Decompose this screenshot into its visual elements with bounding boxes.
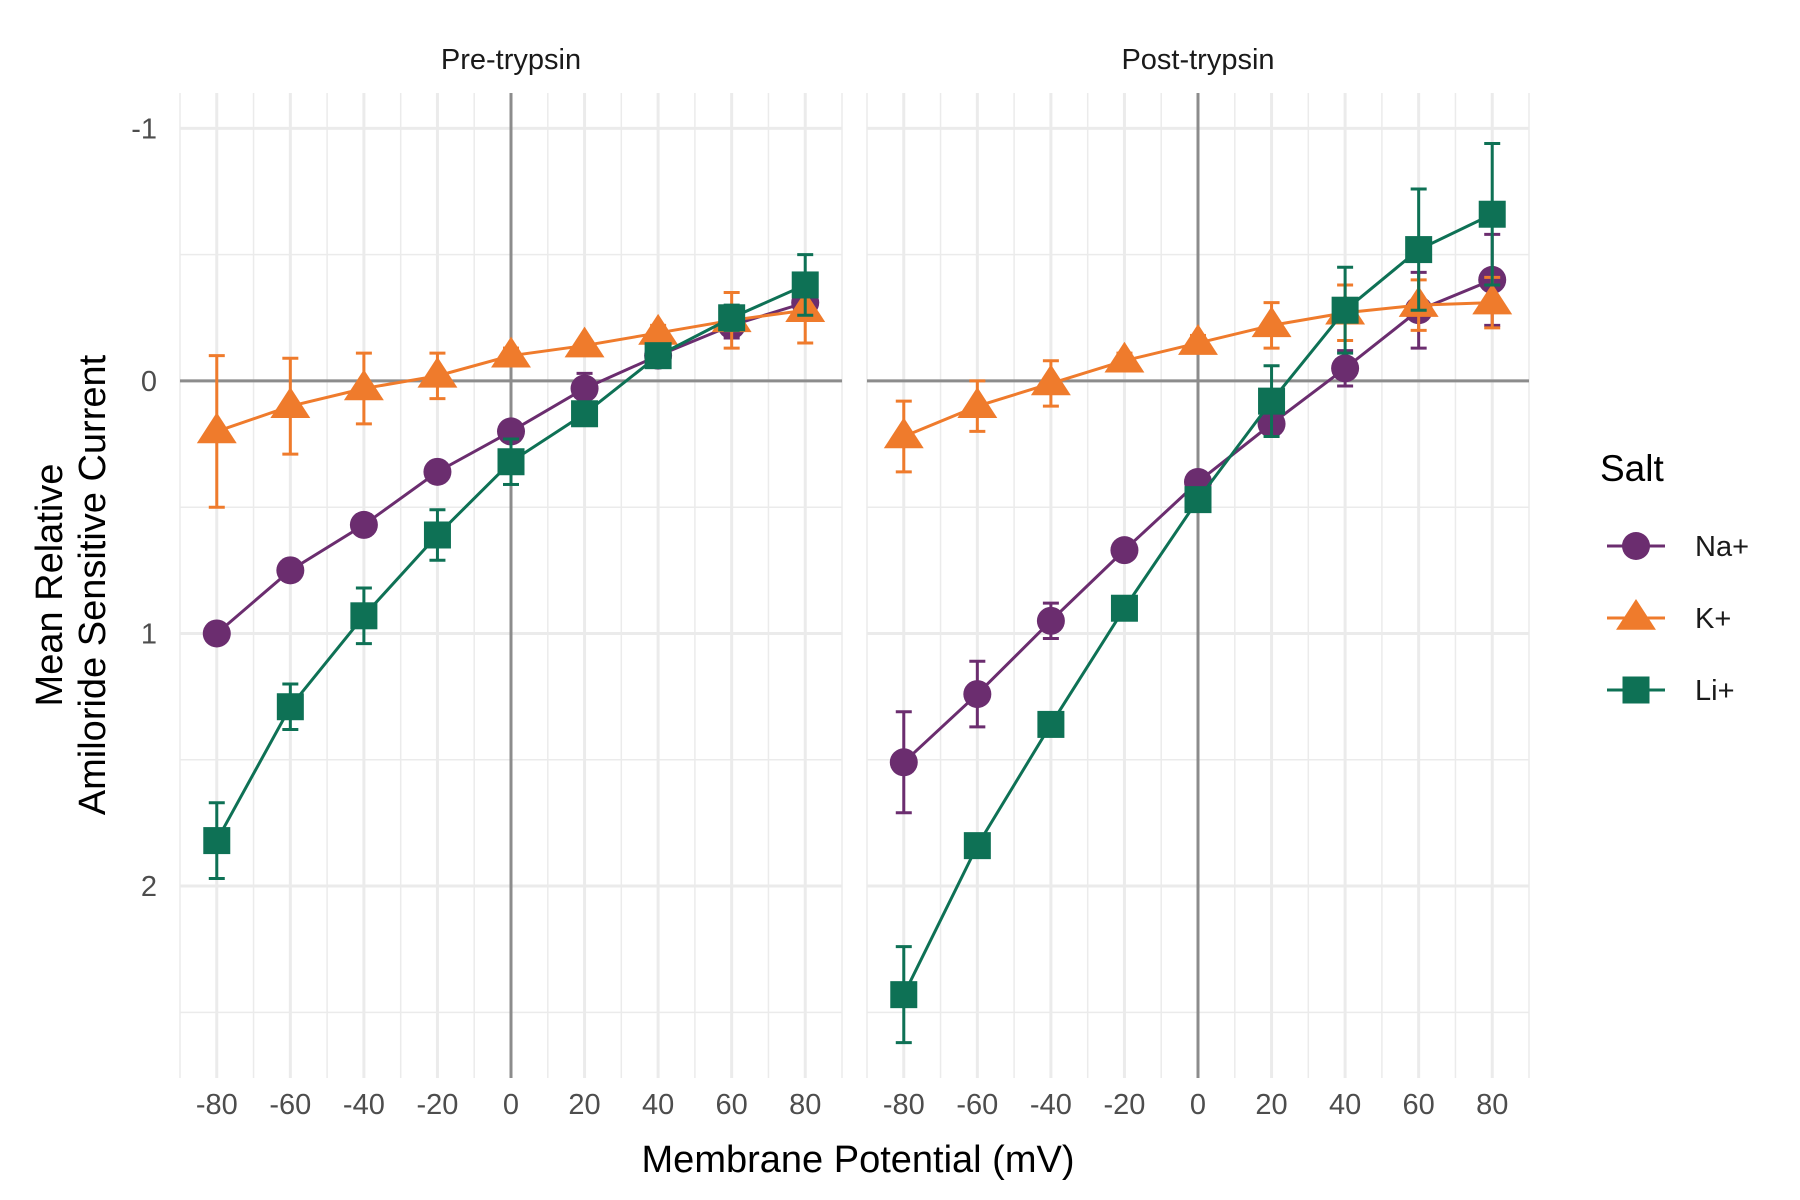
data-point bbox=[963, 680, 992, 709]
data-point bbox=[644, 342, 672, 370]
data-point bbox=[1478, 200, 1506, 228]
x-tick-label: 80 bbox=[789, 1089, 821, 1121]
data-point bbox=[491, 336, 531, 368]
x-tick-label: -60 bbox=[269, 1089, 311, 1121]
y-tick-label-2: 1 bbox=[141, 618, 157, 650]
series-Li-plus bbox=[890, 142, 1506, 1045]
data-point bbox=[883, 417, 924, 449]
legend-title: Salt bbox=[1600, 448, 1664, 489]
series-Li-plus bbox=[203, 253, 819, 880]
data-point bbox=[196, 412, 237, 444]
y-tick-label-0: -1 bbox=[131, 113, 157, 145]
data-point bbox=[570, 374, 599, 403]
data-point bbox=[343, 369, 384, 401]
data-point bbox=[270, 387, 311, 418]
data-point bbox=[1110, 594, 1138, 622]
legend-entry-K-plus: K+ bbox=[1607, 599, 1731, 635]
panel-pre-trypsin: Pre-trypsin -80 -60 -40 -20 0 20 40 60 80 bbox=[179, 44, 843, 1121]
data-point bbox=[417, 356, 458, 388]
y-tick-label-3: 2 bbox=[141, 871, 157, 903]
data-point bbox=[423, 521, 451, 549]
data-point bbox=[638, 313, 679, 345]
y-axis-ticks: -1 0 1 2 bbox=[131, 113, 157, 903]
data-point bbox=[1472, 283, 1513, 315]
data-point bbox=[1110, 536, 1139, 565]
legend-key-marker bbox=[1622, 676, 1650, 704]
x-tick-label: 40 bbox=[1329, 1089, 1361, 1121]
x-tick-label: -20 bbox=[1103, 1089, 1145, 1121]
y-axis-title-line-2: Amiloride Sensitive Current bbox=[72, 354, 114, 815]
data-point bbox=[1184, 486, 1212, 514]
facet-label: Post-trypsin bbox=[1121, 44, 1274, 76]
legend-entry-Li-plus: Li+ bbox=[1607, 675, 1735, 707]
x-tick-label: 20 bbox=[568, 1089, 600, 1121]
data-point bbox=[1405, 236, 1433, 264]
panels: Pre-trypsin-80 -60 -40 -20 0 20 40 60 80Post-try… bbox=[179, 44, 1530, 1121]
legend-key-marker bbox=[1616, 599, 1656, 630]
x-tick-label: 40 bbox=[642, 1089, 674, 1121]
x-tick-label: 60 bbox=[716, 1089, 748, 1121]
x-axis-title: Membrane Potential (mV) bbox=[642, 1139, 1075, 1181]
data-point bbox=[889, 748, 918, 777]
data-point bbox=[276, 693, 304, 721]
legend-entry-Na-plus: Na+ bbox=[1607, 531, 1749, 563]
data-point bbox=[497, 448, 525, 476]
data-point bbox=[1036, 606, 1065, 635]
panel-post-trypsin: Post-trypsin -80 -60 -40 -20 0 20 40 60 80 bbox=[866, 44, 1530, 1121]
data-point bbox=[423, 457, 452, 486]
legend-label: K+ bbox=[1695, 603, 1731, 635]
x-tick-label: -80 bbox=[196, 1089, 238, 1121]
data-point bbox=[1178, 324, 1218, 355]
data-point bbox=[791, 271, 819, 299]
x-tick-label: -20 bbox=[416, 1089, 458, 1121]
data-point bbox=[1251, 306, 1292, 338]
data-point bbox=[349, 510, 378, 539]
data-point bbox=[1331, 296, 1359, 324]
data-point bbox=[718, 304, 746, 332]
y-axis-title-line-1: Mean Relative bbox=[29, 464, 71, 707]
legend-key-marker bbox=[1622, 532, 1650, 560]
facet-label: Pre-trypsin bbox=[441, 44, 581, 76]
data-point bbox=[1030, 364, 1071, 396]
legend: Salt Na+ K+ Li+ bbox=[1600, 448, 1749, 707]
data-point bbox=[1104, 341, 1145, 373]
data-point bbox=[202, 619, 231, 648]
y-tick-label-1: 0 bbox=[141, 366, 157, 398]
x-tick-label: 0 bbox=[503, 1089, 519, 1121]
legend-entries: Na+ K+ Li+ bbox=[1607, 531, 1749, 707]
data-point bbox=[203, 827, 231, 855]
series-K-plus bbox=[883, 275, 1513, 474]
x-tick-label: 80 bbox=[1476, 1089, 1508, 1121]
data-point bbox=[564, 326, 605, 358]
x-tick-label: -40 bbox=[1030, 1089, 1072, 1121]
series-Na-plus bbox=[889, 232, 1507, 815]
x-tick-label: 20 bbox=[1255, 1089, 1287, 1121]
data-point bbox=[890, 981, 918, 1009]
data-point bbox=[957, 387, 998, 418]
x-tick-label: -60 bbox=[956, 1089, 998, 1121]
data-point bbox=[1258, 387, 1286, 415]
data-point bbox=[1331, 354, 1360, 383]
x-tick-label: -40 bbox=[343, 1089, 385, 1121]
data-point bbox=[1037, 710, 1065, 738]
data-point bbox=[276, 556, 305, 585]
data-point bbox=[350, 602, 378, 630]
legend-label: Li+ bbox=[1695, 675, 1735, 707]
x-tick-label: 0 bbox=[1190, 1089, 1206, 1121]
data-point bbox=[571, 400, 599, 428]
legend-label: Na+ bbox=[1695, 531, 1749, 563]
data-point bbox=[963, 832, 991, 860]
x-tick-label: 60 bbox=[1403, 1089, 1435, 1121]
x-tick-label: -80 bbox=[883, 1089, 925, 1121]
